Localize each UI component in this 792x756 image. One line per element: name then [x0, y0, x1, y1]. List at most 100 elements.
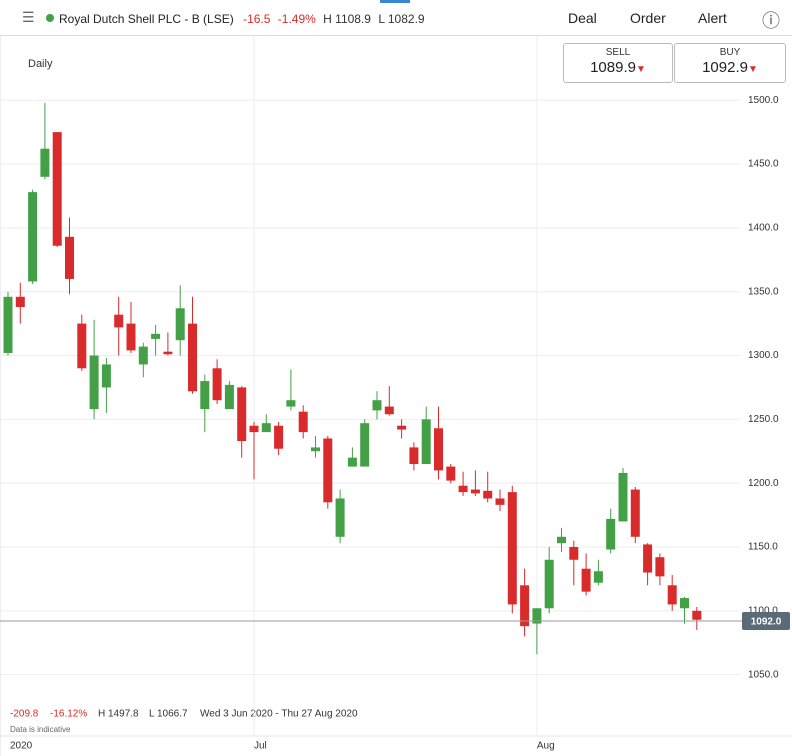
y-tick-label: 1300.0 — [748, 350, 779, 361]
candle-body — [3, 296, 13, 353]
candle-body — [237, 387, 247, 442]
candle-body — [28, 192, 38, 282]
day-high: H 1108.9 — [323, 12, 371, 26]
y-tick-label: 1100.0 — [748, 605, 778, 616]
menu-icon[interactable]: ☰ — [22, 9, 35, 25]
candle-body — [667, 585, 677, 605]
footer-change-pct: -16.12% — [50, 709, 87, 720]
candle-body — [360, 423, 370, 467]
footer-high: H 1497.8 — [98, 709, 139, 720]
y-tick-label: 1250.0 — [748, 414, 779, 425]
candle-body — [347, 457, 357, 467]
y-tick-label: 1350.0 — [748, 286, 779, 297]
candle-body — [261, 423, 271, 433]
candle-body — [224, 384, 234, 410]
footer-low: L 1066.7 — [149, 709, 188, 720]
candle-body — [557, 536, 566, 544]
candle-body — [249, 425, 259, 433]
candle-body — [175, 308, 185, 341]
candle-body — [274, 425, 284, 449]
buy-button[interactable]: BUY 1092.9▼ — [674, 43, 786, 83]
period-label[interactable]: Daily — [28, 58, 53, 70]
candle-body — [126, 323, 136, 351]
candle-body — [335, 498, 345, 537]
status-dot — [46, 14, 54, 22]
candle-body — [372, 400, 382, 411]
candle-body — [311, 447, 320, 452]
current-price-tag — [742, 612, 790, 631]
candle-body — [77, 323, 87, 369]
day-low: L 1082.9 — [378, 12, 425, 26]
footer-note: Data is indicative — [10, 725, 71, 734]
candle-body — [409, 447, 419, 465]
candle-body — [470, 489, 480, 494]
grid — [0, 36, 740, 736]
candle-body — [544, 559, 554, 609]
candle-body — [323, 438, 333, 503]
candle-body — [593, 571, 603, 583]
buy-price: 1092.9 — [702, 59, 748, 76]
candle-body — [630, 489, 640, 537]
candle-body — [655, 557, 665, 577]
candle-body — [188, 323, 197, 392]
candle-body — [618, 472, 628, 522]
candle-body — [101, 364, 111, 388]
candle-body — [15, 296, 25, 308]
candle-body — [606, 518, 616, 550]
candle-body — [212, 368, 222, 401]
candle-body — [458, 485, 468, 493]
down-arrow: ▼ — [635, 64, 646, 75]
candle-body — [286, 400, 296, 407]
candle-body — [397, 425, 407, 430]
sell-button[interactable]: SELL 1089.9▼ — [563, 43, 673, 83]
candle-body — [520, 585, 530, 627]
candle-body — [581, 568, 591, 592]
candle-body — [200, 381, 210, 410]
sell-label: SELL — [605, 47, 631, 58]
footer-change: -209.8 — [10, 709, 39, 720]
info-icon[interactable]: ⓘ — [762, 11, 780, 31]
candle-body — [89, 355, 99, 410]
candle-body — [532, 608, 542, 624]
candle-body — [446, 466, 456, 481]
change-pct: -1.49% — [277, 12, 316, 26]
candle-body — [151, 333, 161, 339]
current-price-label: 1092.0 — [751, 617, 782, 628]
y-tick-label: 1150.0 — [748, 542, 778, 553]
candle-body — [298, 411, 308, 433]
nav-deal[interactable]: Deal — [568, 10, 597, 26]
candle-body — [384, 406, 394, 415]
candle-body — [692, 610, 702, 620]
x-tick-label: Aug — [537, 741, 555, 752]
y-tick-label: 1400.0 — [748, 223, 779, 234]
footer-range: Wed 3 Jun 2020 - Thu 27 Aug 2020 — [200, 709, 358, 720]
header-bar: ☰ Royal Dutch Shell PLC - B (LSE) -16.5 … — [0, 0, 792, 36]
nav-order[interactable]: Order — [630, 10, 666, 26]
y-tick-label: 1050.0 — [748, 669, 779, 680]
y-tick-label: 1500.0 — [748, 95, 779, 106]
buy-label: BUY — [719, 47, 741, 58]
x-tick-label: Jul — [254, 741, 267, 752]
candle-body — [138, 346, 148, 365]
candle-body — [163, 351, 173, 355]
candle-body — [483, 490, 493, 499]
candle-body — [569, 546, 579, 560]
y-tick-label: 1200.0 — [748, 478, 779, 489]
down-arrow: ▼ — [747, 64, 758, 75]
candle-body — [507, 492, 517, 605]
candle-body — [65, 236, 74, 279]
candle-body — [421, 419, 431, 465]
candle-body — [680, 598, 689, 609]
candle-body — [643, 544, 653, 573]
x-tick-label: 2020 — [10, 741, 33, 752]
candle-body — [495, 498, 505, 505]
candle-body — [434, 428, 443, 471]
instrument-name: Royal Dutch Shell PLC - B (LSE) — [59, 12, 234, 26]
candle-body — [40, 148, 50, 177]
change: -16.5 — [243, 12, 271, 26]
nav-alert[interactable]: Alert — [698, 10, 727, 26]
sell-price: 1089.9 — [590, 59, 636, 76]
y-tick-label: 1450.0 — [748, 159, 779, 170]
